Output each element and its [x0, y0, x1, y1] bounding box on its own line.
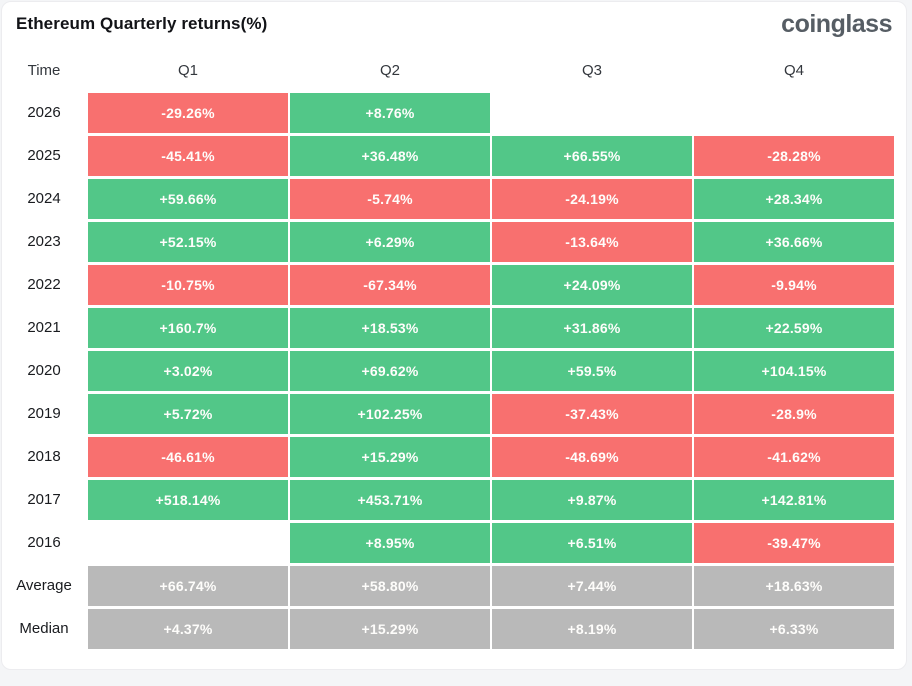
- table-row-2024: 2024 +59.66% -5.74% -24.19% +28.34%: [2, 178, 894, 219]
- return-cell: +142.81%: [694, 479, 894, 520]
- returns-table: Time Q1 Q2 Q3 Q4 2026 -29.26% +8.76% 2025 -45.41…: [2, 61, 906, 649]
- return-cell: +8.19%: [492, 608, 692, 649]
- return-cell: +18.53%: [290, 307, 490, 348]
- return-cell: +6.29%: [290, 221, 490, 262]
- table-row-median: Median +4.37% +15.29% +8.19% +6.33%: [2, 608, 894, 649]
- return-cell: +59.66%: [88, 178, 288, 219]
- row-label: 2019: [27, 404, 61, 422]
- row-label: 2026: [27, 103, 61, 121]
- return-cell: -37.43%: [492, 393, 692, 434]
- table-row-2016: 2016 +8.95% +6.51% -39.47%: [2, 522, 894, 563]
- return-cell: +5.72%: [88, 393, 288, 434]
- return-cell: +22.59%: [694, 307, 894, 348]
- return-cell: +453.71%: [290, 479, 490, 520]
- column-header-q2: Q2: [379, 61, 400, 79]
- return-cell: +52.15%: [88, 221, 288, 262]
- table-body: 2026 -29.26% +8.76% 2025 -45.41% +36.48% +66.5…: [2, 92, 894, 649]
- return-cell: +8.76%: [290, 92, 490, 133]
- card-header: Ethereum Quarterly returns(%) coinglass: [2, 2, 906, 39]
- row-label: Median: [19, 619, 69, 637]
- table-row-2025: 2025 -45.41% +36.48% +66.55% -28.28%: [2, 135, 894, 176]
- return-cell: -45.41%: [88, 135, 288, 176]
- return-cell: +18.63%: [694, 565, 894, 606]
- return-cell: +58.80%: [290, 565, 490, 606]
- row-label: 2024: [27, 189, 61, 207]
- return-cell: +15.29%: [290, 436, 490, 477]
- return-cell: -24.19%: [492, 178, 692, 219]
- row-label: 2017: [27, 490, 61, 508]
- return-cell: +9.87%: [492, 479, 692, 520]
- return-cell: +28.34%: [694, 178, 894, 219]
- return-cell: +36.48%: [290, 135, 490, 176]
- row-label: 2021: [27, 318, 61, 336]
- row-label: Average: [16, 576, 72, 594]
- return-cell: -9.94%: [694, 264, 894, 305]
- return-cell: -5.74%: [290, 178, 490, 219]
- row-label: 2020: [27, 361, 61, 379]
- column-header-q1: Q1: [177, 61, 198, 79]
- coinglass-logo[interactable]: coinglass: [781, 10, 892, 38]
- return-cell: -10.75%: [88, 264, 288, 305]
- return-cell: +102.25%: [290, 393, 490, 434]
- table-row-2018: 2018 -46.61% +15.29% -48.69% -41.62%: [2, 436, 894, 477]
- table-row-2021: 2021 +160.7% +18.53% +31.86% +22.59%: [2, 307, 894, 348]
- row-label: 2025: [27, 146, 61, 164]
- table-row-2023: 2023 +52.15% +6.29% -13.64% +36.66%: [2, 221, 894, 262]
- row-label: 2022: [27, 275, 61, 293]
- empty-cell: [492, 93, 692, 133]
- table-row-2020: 2020 +3.02% +69.62% +59.5% +104.15%: [2, 350, 894, 391]
- return-cell: +31.86%: [492, 307, 692, 348]
- return-cell: -48.69%: [492, 436, 692, 477]
- quarterly-returns-card: Ethereum Quarterly returns(%) coinglass …: [1, 1, 907, 670]
- table-row-average: Average +66.74% +58.80% +7.44% +18.63%: [2, 565, 894, 606]
- return-cell: -13.64%: [492, 221, 692, 262]
- row-label: 2023: [27, 232, 61, 250]
- return-cell: -28.28%: [694, 135, 894, 176]
- column-header-q3: Q3: [581, 61, 602, 79]
- return-cell: -39.47%: [694, 522, 894, 563]
- return-cell: +3.02%: [88, 350, 288, 391]
- empty-cell: [694, 93, 894, 133]
- column-header-q4: Q4: [783, 61, 804, 79]
- return-cell: -28.9%: [694, 393, 894, 434]
- return-cell: +6.33%: [694, 608, 894, 649]
- return-cell: +6.51%: [492, 522, 692, 563]
- empty-cell: [88, 523, 288, 563]
- return-cell: +66.74%: [88, 565, 288, 606]
- table-row-2017: 2017 +518.14% +453.71% +9.87% +142.81%: [2, 479, 894, 520]
- return-cell: +160.7%: [88, 307, 288, 348]
- return-cell: -46.61%: [88, 436, 288, 477]
- return-cell: -67.34%: [290, 264, 490, 305]
- return-cell: +8.95%: [290, 522, 490, 563]
- return-cell: -41.62%: [694, 436, 894, 477]
- row-label: 2016: [27, 533, 61, 551]
- return-cell: +66.55%: [492, 135, 692, 176]
- return-cell: +104.15%: [694, 350, 894, 391]
- return-cell: +7.44%: [492, 565, 692, 606]
- page-title: Ethereum Quarterly returns(%): [16, 14, 268, 33]
- column-header-time: Time: [27, 61, 61, 79]
- return-cell: +4.37%: [88, 608, 288, 649]
- return-cell: +24.09%: [492, 264, 692, 305]
- return-cell: +36.66%: [694, 221, 894, 262]
- table-row-2019: 2019 +5.72% +102.25% -37.43% -28.9%: [2, 393, 894, 434]
- return-cell: +69.62%: [290, 350, 490, 391]
- table-row-2022: 2022 -10.75% -67.34% +24.09% -9.94%: [2, 264, 894, 305]
- return-cell: +15.29%: [290, 608, 490, 649]
- table-header-row: Time Q1 Q2 Q3 Q4: [2, 61, 894, 81]
- return-cell: +59.5%: [492, 350, 692, 391]
- return-cell: +518.14%: [88, 479, 288, 520]
- row-label: 2018: [27, 447, 61, 465]
- table-row-2026: 2026 -29.26% +8.76%: [2, 92, 894, 133]
- return-cell: -29.26%: [88, 92, 288, 133]
